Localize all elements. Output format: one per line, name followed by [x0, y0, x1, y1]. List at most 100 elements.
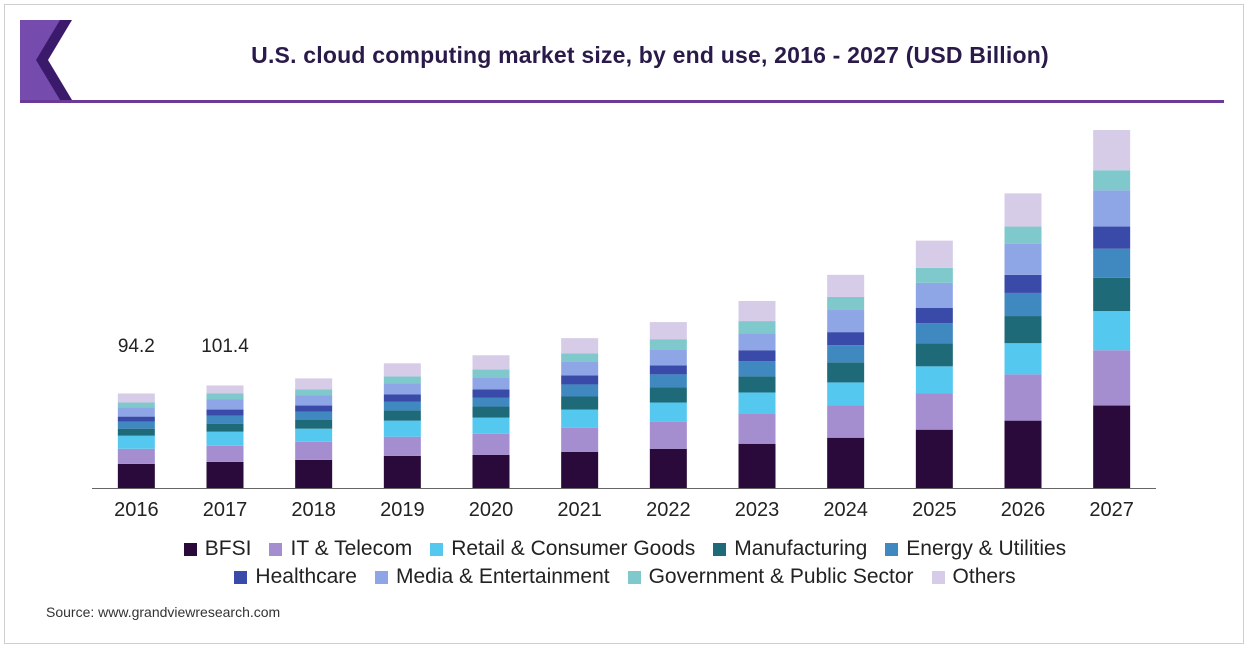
- bar-segment: [738, 443, 776, 488]
- bar-segment: [1093, 277, 1131, 312]
- bar-segment: [472, 433, 510, 455]
- bar-segment: [915, 323, 953, 344]
- bar-segment: [1004, 420, 1042, 488]
- bar-segment: [117, 407, 155, 417]
- bar-segment: [738, 413, 776, 444]
- legend-swatch: [374, 570, 388, 584]
- x-tick-label: 2025: [912, 499, 957, 521]
- bar-segment: [1004, 374, 1042, 421]
- bar-segment: [1093, 350, 1131, 406]
- legend-label: Media & Entertainment: [395, 565, 610, 588]
- bar-segment: [561, 338, 599, 354]
- x-tick-label: 2027: [1089, 499, 1134, 521]
- x-tick-label: 2024: [823, 499, 868, 521]
- legend-swatch: [234, 570, 248, 584]
- bar-segment: [472, 417, 510, 434]
- x-tick-label: 2021: [557, 499, 602, 521]
- bar-segment: [915, 240, 953, 268]
- bar-segment: [649, 349, 687, 366]
- bar-segment: [738, 361, 776, 377]
- bar-segment: [1093, 226, 1131, 249]
- bar-segment: [1004, 292, 1042, 317]
- bar-segment: [738, 350, 776, 362]
- bar-segment: [1093, 170, 1131, 191]
- bar-segment: [561, 361, 599, 376]
- bar-segment: [1093, 248, 1131, 278]
- bar-segment: [383, 420, 421, 437]
- legend-item: Government & Public Sector: [627, 565, 914, 589]
- x-tick-label: 2022: [646, 499, 691, 521]
- legend-item: Manufacturing: [713, 537, 867, 561]
- bar-segment: [472, 355, 510, 370]
- legend-item: IT & Telecom: [269, 537, 412, 561]
- bar-segment: [472, 377, 510, 390]
- bar-segment: [915, 267, 953, 283]
- legend-label: Retail & Consumer Goods: [451, 537, 696, 560]
- x-tick-label: 2023: [735, 499, 780, 521]
- bar-segment: [827, 382, 865, 406]
- bar-segment: [1093, 311, 1131, 351]
- bar-segment: [738, 392, 776, 414]
- bar-segment: [649, 374, 687, 388]
- bar-segment: [1004, 274, 1042, 293]
- stacked-bar-chart: 2016 94.2 2017 101.4 2018 2019 2020 2021 2022 202…: [92, 130, 1156, 521]
- source-note: Source: www.grandviewresearch.com: [46, 604, 281, 620]
- legend-item: Energy & Utilities: [885, 537, 1066, 561]
- bar-segment: [827, 274, 865, 297]
- bar-segment: [383, 363, 421, 377]
- bar-segment: [649, 448, 687, 488]
- legend-swatch: [713, 542, 727, 556]
- bar-segment: [1093, 130, 1131, 171]
- bar-segment: [295, 428, 333, 442]
- bar-segment: [117, 393, 155, 403]
- bar-segment: [383, 376, 421, 384]
- title-divider: [20, 100, 1224, 103]
- legend-swatch: [627, 570, 641, 584]
- bar-segment: [649, 387, 687, 403]
- bar-segment: [472, 369, 510, 378]
- bar-segment: [738, 333, 776, 351]
- bar-segment: [649, 322, 687, 340]
- bar-segment: [649, 339, 687, 350]
- bar-segment: [561, 353, 599, 362]
- legend-label: Healthcare: [255, 565, 357, 588]
- bar-segment: [472, 397, 510, 407]
- x-tick-label: 2026: [1001, 499, 1046, 521]
- bar-segment: [649, 421, 687, 449]
- legend-item: Others: [931, 565, 1016, 589]
- bar-segment: [295, 459, 333, 488]
- bar-segment: [738, 321, 776, 334]
- chart-title: U.S. cloud computing market size, by end…: [251, 42, 1049, 68]
- legend-row: BFSI IT & Telecom Retail & Consumer Goods M…: [0, 535, 1250, 563]
- bar-segment: [117, 402, 155, 408]
- bar-segment: [117, 428, 155, 436]
- bar-segment: [206, 399, 244, 410]
- bar-segment: [295, 378, 333, 390]
- bar-segment: [383, 455, 421, 488]
- bar-segment: [827, 310, 865, 333]
- bar-segment: [738, 300, 776, 322]
- x-tick-label: 2020: [469, 499, 514, 521]
- bar-segment: [117, 416, 155, 422]
- bar-segment: [827, 362, 865, 383]
- bar-segment: [383, 410, 421, 421]
- x-tick-label: 2016: [114, 499, 159, 521]
- bar-segment: [1093, 405, 1131, 488]
- bar-segment: [206, 445, 244, 462]
- bar-segment: [383, 383, 421, 395]
- bar-segment: [117, 435, 155, 449]
- bar-segment: [1004, 343, 1042, 375]
- bar-segment: [1004, 226, 1042, 244]
- bar-segment: [738, 376, 776, 393]
- bar-segment: [117, 463, 155, 488]
- bar-segment: [472, 389, 510, 398]
- bar-segment: [827, 345, 865, 363]
- bar-segment: [827, 296, 865, 311]
- x-tick-label: 2017: [203, 499, 248, 521]
- bar-segment: [206, 409, 244, 416]
- bar-segment: [827, 405, 865, 438]
- legend-label: Government & Public Sector: [648, 565, 914, 588]
- bar-segment: [295, 389, 333, 396]
- bar-segment: [383, 401, 421, 411]
- bar-segment: [383, 394, 421, 402]
